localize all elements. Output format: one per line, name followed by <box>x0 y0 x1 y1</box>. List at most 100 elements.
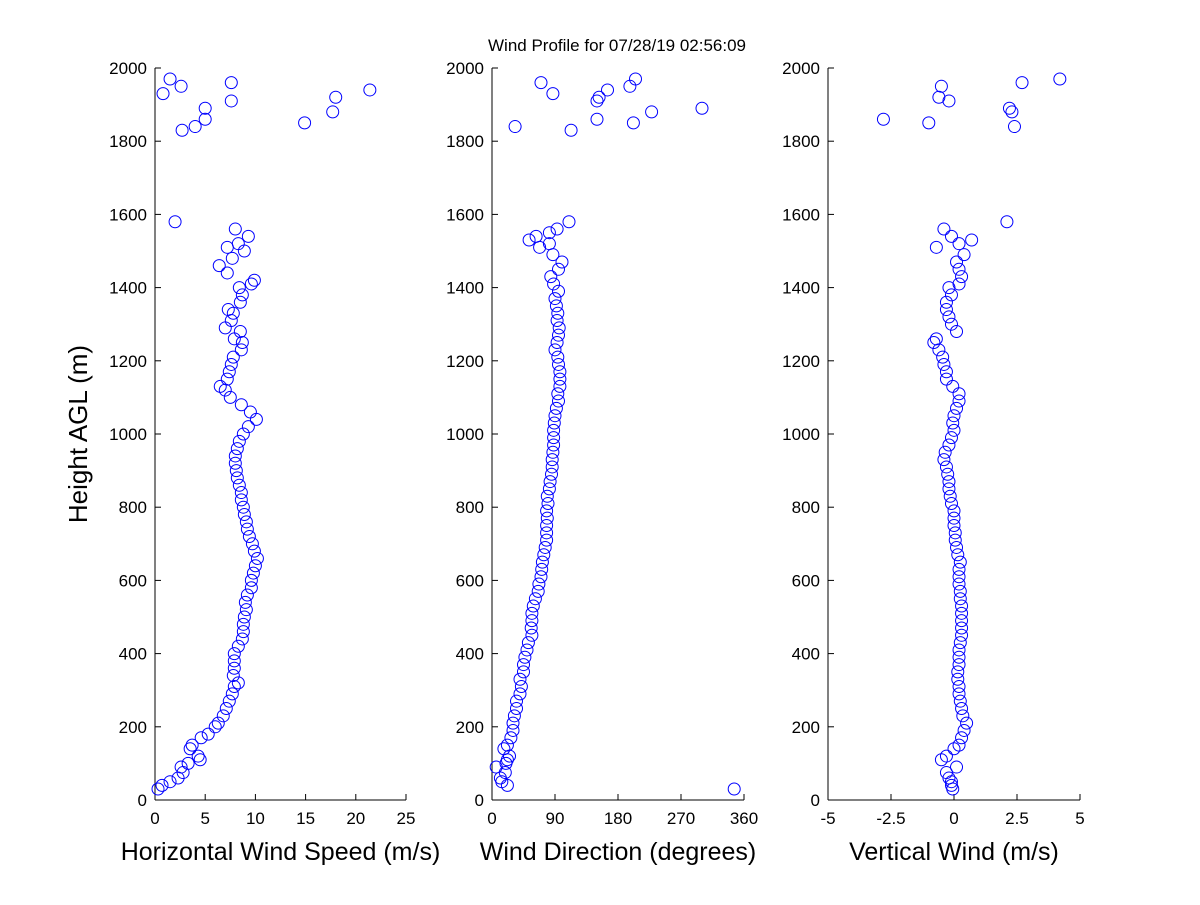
y-tick-label: 2000 <box>782 59 820 78</box>
data-point <box>236 625 250 639</box>
data-point <box>231 639 245 653</box>
data-point <box>952 577 966 591</box>
data-point <box>939 460 953 474</box>
data-point <box>244 277 258 291</box>
data-point <box>943 489 957 503</box>
data-point <box>947 423 961 437</box>
data-point <box>198 101 212 115</box>
data-point <box>626 116 640 130</box>
data-point <box>952 738 966 752</box>
data-point <box>163 72 177 86</box>
y-tick-label: 400 <box>119 645 147 664</box>
data-point <box>241 229 255 243</box>
data-point <box>248 559 262 573</box>
y-tick-label: 1600 <box>109 205 147 224</box>
data-point <box>513 672 527 686</box>
data-point <box>952 658 966 672</box>
data-point <box>188 120 202 134</box>
data-point <box>174 760 188 774</box>
data-point <box>236 617 250 631</box>
data-point <box>243 405 257 419</box>
data-point <box>944 778 958 792</box>
data-point <box>955 606 969 620</box>
data-point <box>939 372 953 386</box>
data-point <box>929 240 943 254</box>
data-point <box>727 782 741 796</box>
data-point <box>542 482 556 496</box>
data-point <box>231 237 245 251</box>
data-point <box>525 614 539 628</box>
data-point <box>298 116 312 130</box>
data-point <box>240 522 254 536</box>
x-tick-label: 0 <box>150 809 159 828</box>
data-point <box>237 508 251 522</box>
data-point <box>234 343 248 357</box>
data-point <box>225 687 239 701</box>
data-point <box>546 445 560 459</box>
data-point <box>550 314 564 328</box>
y-tick-label: 1000 <box>782 425 820 444</box>
data-point <box>168 215 182 229</box>
data-point <box>540 519 554 532</box>
data-point <box>232 478 246 492</box>
data-point <box>234 486 248 500</box>
data-point <box>219 702 233 715</box>
x-tick-label: 180 <box>604 809 632 828</box>
data-point <box>965 233 979 247</box>
data-point <box>953 636 967 650</box>
chart-title: Wind Profile for 07/28/19 02:56:09 <box>488 36 746 55</box>
data-point <box>250 551 264 565</box>
data-point <box>944 317 958 331</box>
data-point <box>936 350 950 364</box>
data-point <box>544 270 558 284</box>
y-tick-label: 2000 <box>446 59 484 78</box>
data-point <box>234 493 248 507</box>
data-point <box>951 548 965 562</box>
data-point <box>163 775 177 789</box>
data-point <box>228 449 242 463</box>
data-point <box>245 537 259 551</box>
data-point <box>942 310 956 324</box>
data-point <box>507 709 521 723</box>
data-point <box>950 760 964 774</box>
data-point <box>550 336 564 349</box>
data-point <box>249 412 263 426</box>
data-point <box>525 628 539 642</box>
data-point <box>211 716 225 730</box>
data-point <box>500 738 514 752</box>
x-tick-label: 15 <box>296 809 315 828</box>
y-tick-label: 0 <box>475 791 484 810</box>
data-point <box>237 244 251 258</box>
data-point <box>541 497 555 511</box>
data-point <box>510 694 523 708</box>
data-point <box>551 306 565 320</box>
data-point <box>551 350 565 364</box>
data-point <box>549 299 563 313</box>
data-point <box>194 731 208 745</box>
data-point <box>952 387 966 401</box>
data-point <box>955 702 969 715</box>
data-point <box>228 222 242 236</box>
data-point <box>952 650 966 664</box>
x-tick-label: 2.5 <box>1005 809 1029 828</box>
y-tick-label: 400 <box>456 645 484 664</box>
data-point <box>220 240 234 254</box>
data-point <box>329 90 343 104</box>
data-point <box>947 409 961 423</box>
data-point <box>545 453 559 467</box>
data-point <box>953 694 967 708</box>
data-point <box>535 555 549 569</box>
data-point <box>942 94 956 108</box>
data-point <box>181 756 195 770</box>
data-point <box>547 431 561 445</box>
data-point <box>1005 105 1019 119</box>
data-point <box>526 599 540 613</box>
data-point <box>540 533 554 547</box>
data-point <box>952 570 966 584</box>
data-point <box>937 453 951 467</box>
data-point <box>532 577 546 591</box>
data-point <box>216 709 230 723</box>
data-point <box>537 548 551 562</box>
y-tick-label: 0 <box>138 791 147 810</box>
data-point <box>520 643 534 657</box>
